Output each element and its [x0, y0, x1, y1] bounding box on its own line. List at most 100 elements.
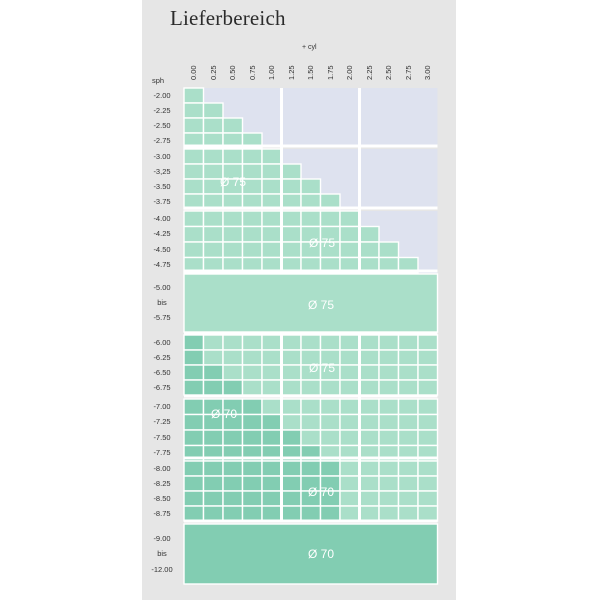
- grid-cell: [222, 490, 244, 507]
- region-label: Ø 70: [211, 407, 237, 421]
- grid-cell: [202, 379, 224, 396]
- grid-cell: [280, 398, 302, 416]
- grid-cell: [417, 398, 439, 416]
- grid-cell: [261, 178, 283, 195]
- grid-cell: [280, 163, 302, 180]
- grid-cell: [222, 225, 244, 243]
- grid-cell: [202, 102, 224, 119]
- grid-cell: [183, 241, 205, 259]
- grid-cell: [378, 241, 400, 259]
- row-label: -4.25: [153, 229, 171, 239]
- grid-cell: [300, 398, 322, 416]
- grid-cell: [280, 475, 302, 492]
- grid-cell: [358, 460, 380, 477]
- sph-axis-label: sph: [152, 76, 165, 85]
- grid-cell: [397, 398, 419, 416]
- grid-cell: [378, 505, 400, 522]
- row-label: -7.50: [153, 432, 171, 442]
- grid-cell: [300, 505, 322, 522]
- grid-cell: [339, 210, 361, 228]
- row-label: -4.75: [153, 260, 171, 270]
- range-band: [183, 523, 439, 585]
- grid-cell: [300, 413, 322, 431]
- grid-cell: [261, 364, 283, 381]
- grid-cell: [183, 364, 205, 381]
- row-label: -7.00: [153, 401, 171, 411]
- grid-cell: [241, 349, 263, 366]
- grid-cell: [378, 349, 400, 366]
- grid-cell: [241, 490, 263, 507]
- grid-cell: [358, 429, 380, 447]
- grid-cell: [300, 210, 322, 228]
- grid-cell: [339, 460, 361, 477]
- grid-cell: [397, 475, 419, 492]
- grid-cell: [417, 364, 439, 381]
- row-label: -3.00: [153, 151, 171, 161]
- grid-cell: [183, 334, 205, 351]
- grid-cell: [241, 334, 263, 351]
- row-label: -6.50: [153, 367, 171, 377]
- grid-cell: [202, 490, 224, 507]
- grid-cell: [222, 210, 244, 228]
- grid-cell: [261, 490, 283, 507]
- row-label: -9.00: [153, 534, 171, 543]
- grid-cell: [202, 117, 224, 134]
- grid-cell: [261, 429, 283, 447]
- row-label: -12.00: [151, 565, 173, 574]
- grid-cell: [319, 334, 341, 351]
- grid-cell: [339, 241, 361, 259]
- region-label: Ø 75: [220, 175, 246, 189]
- grid-cell: [378, 379, 400, 396]
- grid-cell: [339, 364, 361, 381]
- grid-cell: [222, 117, 244, 134]
- grid-cell: [261, 505, 283, 522]
- region-label: Ø 70: [308, 547, 334, 561]
- grid-cell: [358, 334, 380, 351]
- grid-cell: [339, 413, 361, 431]
- grid-cell: [417, 505, 439, 522]
- row-label: -7.75: [153, 448, 171, 458]
- grid-cell: [300, 178, 322, 195]
- region-label: Ø 75: [308, 298, 334, 312]
- grid-cell: [339, 379, 361, 396]
- grid-cell: [261, 475, 283, 492]
- grid-cell: [339, 225, 361, 243]
- grid-cell: [222, 429, 244, 447]
- row-label: -7.25: [153, 417, 171, 427]
- region-label: Ø 70: [308, 485, 334, 499]
- row-label: -2.50: [153, 120, 171, 130]
- grid-cell: [241, 505, 263, 522]
- grid-cell: [183, 413, 205, 431]
- grid-cell: [417, 379, 439, 396]
- grid-cell: [358, 225, 380, 243]
- grid-cell: [339, 475, 361, 492]
- grid-cell: [261, 413, 283, 431]
- grid-cell: [319, 505, 341, 522]
- grid-cell: [358, 349, 380, 366]
- cyl-axis-label: + cyl: [302, 44, 317, 51]
- grid-cell: [358, 379, 380, 396]
- grid-cell: [202, 349, 224, 366]
- grid-cell: [222, 349, 244, 366]
- grid-cell: [280, 349, 302, 366]
- grid-cell: [280, 379, 302, 396]
- grid-cell: [280, 334, 302, 351]
- grid-cell: [183, 429, 205, 447]
- grid-cell: [397, 256, 419, 274]
- grid-cell: [397, 413, 419, 431]
- grid-cell: [202, 460, 224, 477]
- grid-cell: [319, 413, 341, 431]
- grid-cell: [319, 429, 341, 447]
- row-label: -4.00: [153, 213, 171, 223]
- row-label: -4.50: [153, 244, 171, 254]
- grid-cell: [319, 379, 341, 396]
- grid-cell: [183, 178, 205, 195]
- grid-cell: [202, 241, 224, 259]
- grid-cell: [241, 398, 263, 416]
- grid-cell: [261, 163, 283, 180]
- grid-cell: [241, 429, 263, 447]
- grid-cell: [183, 87, 205, 104]
- grid-cell: [261, 210, 283, 228]
- grid-cell: [222, 334, 244, 351]
- row-label: -3,25: [153, 166, 171, 176]
